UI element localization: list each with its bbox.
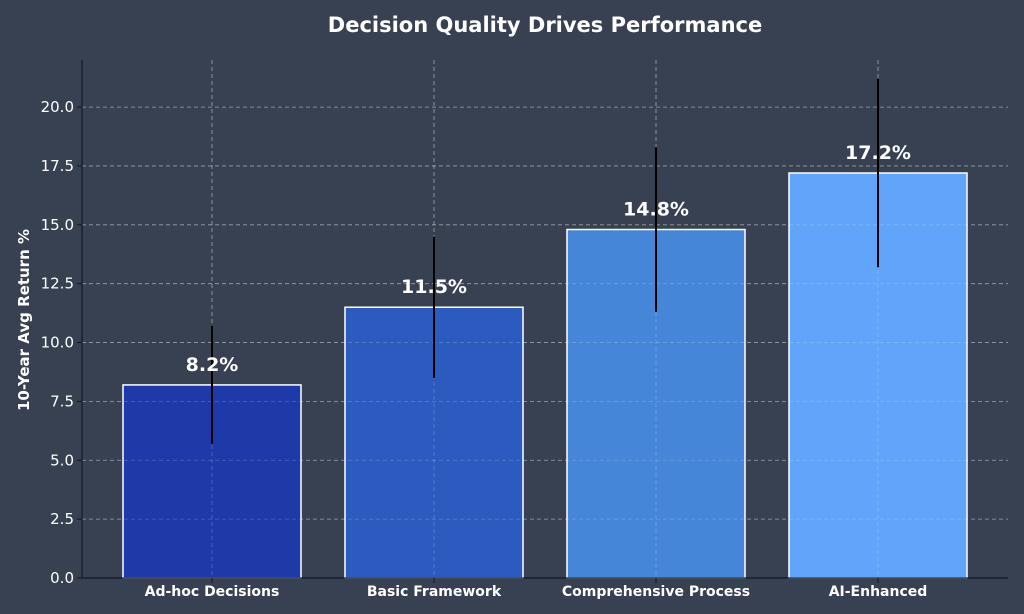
y-tick-label: 12.5 xyxy=(41,275,74,293)
data-labels: 8.2% 11.5% 14.8% 17.2% xyxy=(186,142,911,376)
y-tick-label: 17.5 xyxy=(41,157,74,175)
error-bars xyxy=(211,78,879,444)
y-tick-label: 20.0 xyxy=(41,98,74,116)
data-label: 17.2% xyxy=(845,142,911,164)
axes: 0.0 2.5 5.0 7.5 10.0 12.5 15.0 17.5 20.0 Ad-hoc D… xyxy=(41,60,1008,600)
data-label: 14.8% xyxy=(623,199,689,221)
y-tick-label: 2.5 xyxy=(50,510,74,528)
y-tick-label: 10.0 xyxy=(41,334,74,352)
x-tick-label: Comprehensive Process xyxy=(562,584,750,600)
y-tick-label: 5.0 xyxy=(50,451,74,469)
y-tick-label: 0.0 xyxy=(50,569,74,587)
chart-title: Decision Quality Drives Performance xyxy=(328,13,762,37)
x-tick-label: Ad-hoc Decisions xyxy=(145,584,280,600)
x-tick-label: AI-Enhanced xyxy=(829,584,928,600)
y-axis-label: 10-Year Avg Return % xyxy=(15,229,33,411)
y-tick-label: 7.5 xyxy=(50,392,74,410)
x-tick-label: Basic Framework xyxy=(367,584,502,600)
data-label: 11.5% xyxy=(401,276,467,298)
data-label: 8.2% xyxy=(186,354,239,376)
bars xyxy=(82,60,1008,579)
y-tick-label: 15.0 xyxy=(41,216,74,234)
